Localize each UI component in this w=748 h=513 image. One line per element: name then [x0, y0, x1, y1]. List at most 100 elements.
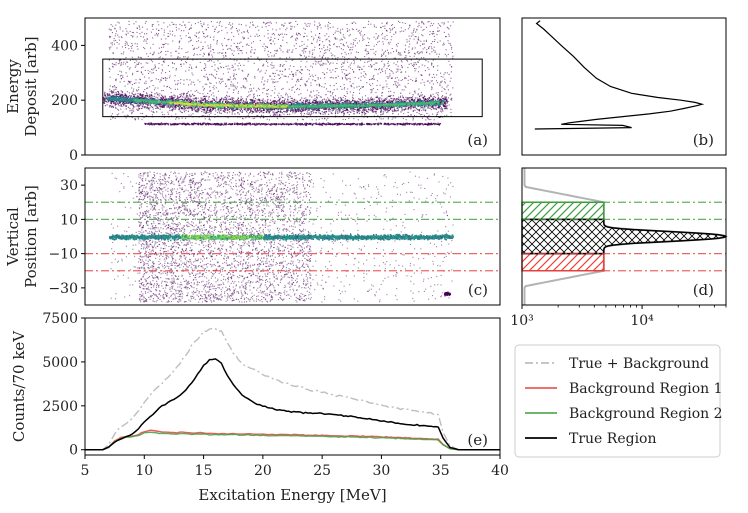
scatter-point-a: [362, 75, 364, 77]
scatter-point-a: [299, 55, 302, 57]
scatter-point-a: [310, 82, 312, 84]
scatter-point-a: [209, 86, 211, 88]
scatter-point-a: [141, 119, 143, 121]
scatter-point-a: [283, 63, 285, 65]
scatter-point-a: [311, 96, 313, 98]
lower-band-point-a: [349, 124, 351, 126]
scatter-point-a: [279, 65, 281, 67]
lower-band-point-a: [415, 122, 417, 125]
scatter-point-a: [160, 38, 162, 40]
scatter-point-a: [281, 24, 283, 26]
scatter-point-a: [352, 46, 354, 48]
scatter-point-a: [346, 23, 348, 26]
scatter-point-a: [180, 65, 182, 67]
lower-band-point-a: [144, 123, 146, 125]
scatter-point-a: [122, 53, 124, 55]
scatter-point-a: [387, 61, 389, 63]
scatter-point-a: [377, 36, 379, 38]
lower-band-point-a: [191, 122, 193, 125]
scatter-point-a: [292, 59, 294, 61]
scatter-point-a: [372, 48, 374, 50]
scatter-point-a: [324, 25, 326, 27]
scatter-point-a: [410, 63, 412, 65]
band-point-a: [104, 98, 106, 101]
band-point-a: [408, 100, 410, 103]
lower-band-point-a: [317, 123, 320, 125]
scatter-point-a: [219, 112, 221, 114]
scatter-point-a: [410, 114, 412, 116]
scatter-point-a: [256, 95, 259, 97]
scatter-point-a: [395, 32, 397, 34]
scatter-point-a: [380, 27, 382, 29]
scatter-point-a: [432, 40, 434, 43]
scatter-point-a: [145, 40, 147, 42]
scatter-point-a: [394, 57, 397, 59]
lower-band-point-a: [254, 124, 256, 126]
scatter-point-a: [205, 66, 207, 68]
scatter-point-a: [243, 37, 245, 39]
scatter-point-a: [395, 44, 398, 46]
scatter-point-a: [444, 81, 446, 83]
scatter-point-a: [158, 24, 160, 26]
scatter-point-a: [386, 21, 388, 23]
scatter-point-a: [267, 29, 269, 32]
scatter-point-a: [354, 39, 356, 42]
scatter-point-a: [253, 93, 255, 95]
scatter-point-a: [221, 25, 223, 27]
scatter-point-a: [337, 30, 339, 32]
scatter-point-a: [111, 44, 113, 46]
lower-band-point-a: [183, 123, 185, 125]
lower-band-point-a: [148, 124, 151, 126]
lower-band-point-a: [163, 123, 165, 125]
scatter-point-a: [216, 70, 218, 72]
band-point-a: [114, 93, 116, 95]
scatter-point-a: [224, 96, 226, 98]
scatter-point-a: [111, 32, 114, 34]
lower-band-point-a: [292, 123, 294, 125]
band-point-a: [327, 100, 330, 102]
lower-band-point-a: [195, 123, 197, 125]
scatter-point-a: [225, 54, 227, 56]
scatter-point-a: [333, 97, 335, 99]
scatter-point-a: [450, 71, 452, 73]
scatter-point-a: [449, 80, 451, 82]
scatter-point-a: [448, 35, 450, 37]
scatter-point-a: [370, 64, 372, 66]
band-point-a: [337, 109, 339, 111]
scatter-point-a: [252, 24, 254, 26]
scatter-point-a: [308, 73, 310, 75]
band-point-a: [344, 109, 347, 112]
scatter-point-a: [231, 26, 234, 28]
scatter-point-a: [327, 24, 329, 26]
scatter-point-a: [411, 32, 413, 34]
scatter-point-a: [367, 51, 369, 53]
scatter-point-a: [110, 29, 112, 31]
lower-band-point-a: [196, 123, 198, 125]
scatter-point-a: [186, 62, 188, 64]
scatter-point-a: [370, 92, 372, 94]
band-point-a: [154, 104, 157, 106]
scatter-point-a: [404, 22, 406, 24]
scatter-point-a: [159, 79, 162, 81]
scatter-point-a: [409, 92, 411, 94]
scatter-point-a: [110, 115, 112, 117]
band-point-a: [278, 102, 280, 104]
scatter-point-a: [286, 33, 288, 36]
scatter-point-a: [428, 118, 430, 121]
scatter-point-a: [352, 83, 354, 85]
scatter-point-a: [343, 69, 345, 71]
scatter-point-a: [390, 94, 392, 96]
lower-band-point-a: [339, 123, 342, 125]
scatter-point-a: [120, 53, 122, 55]
scatter-point-a: [138, 56, 140, 58]
scatter-point-a: [273, 65, 275, 67]
band-point-a: [127, 96, 130, 98]
scatter-point-a: [247, 37, 249, 39]
scatter-point-a: [318, 95, 320, 97]
scatter-point-a: [261, 101, 264, 103]
lower-band-point-a: [219, 123, 222, 125]
scatter-point-a: [162, 70, 164, 72]
lower-band-point-a: [225, 122, 228, 124]
scatter-point-a: [376, 62, 378, 64]
scatter-point-a: [441, 22, 443, 24]
